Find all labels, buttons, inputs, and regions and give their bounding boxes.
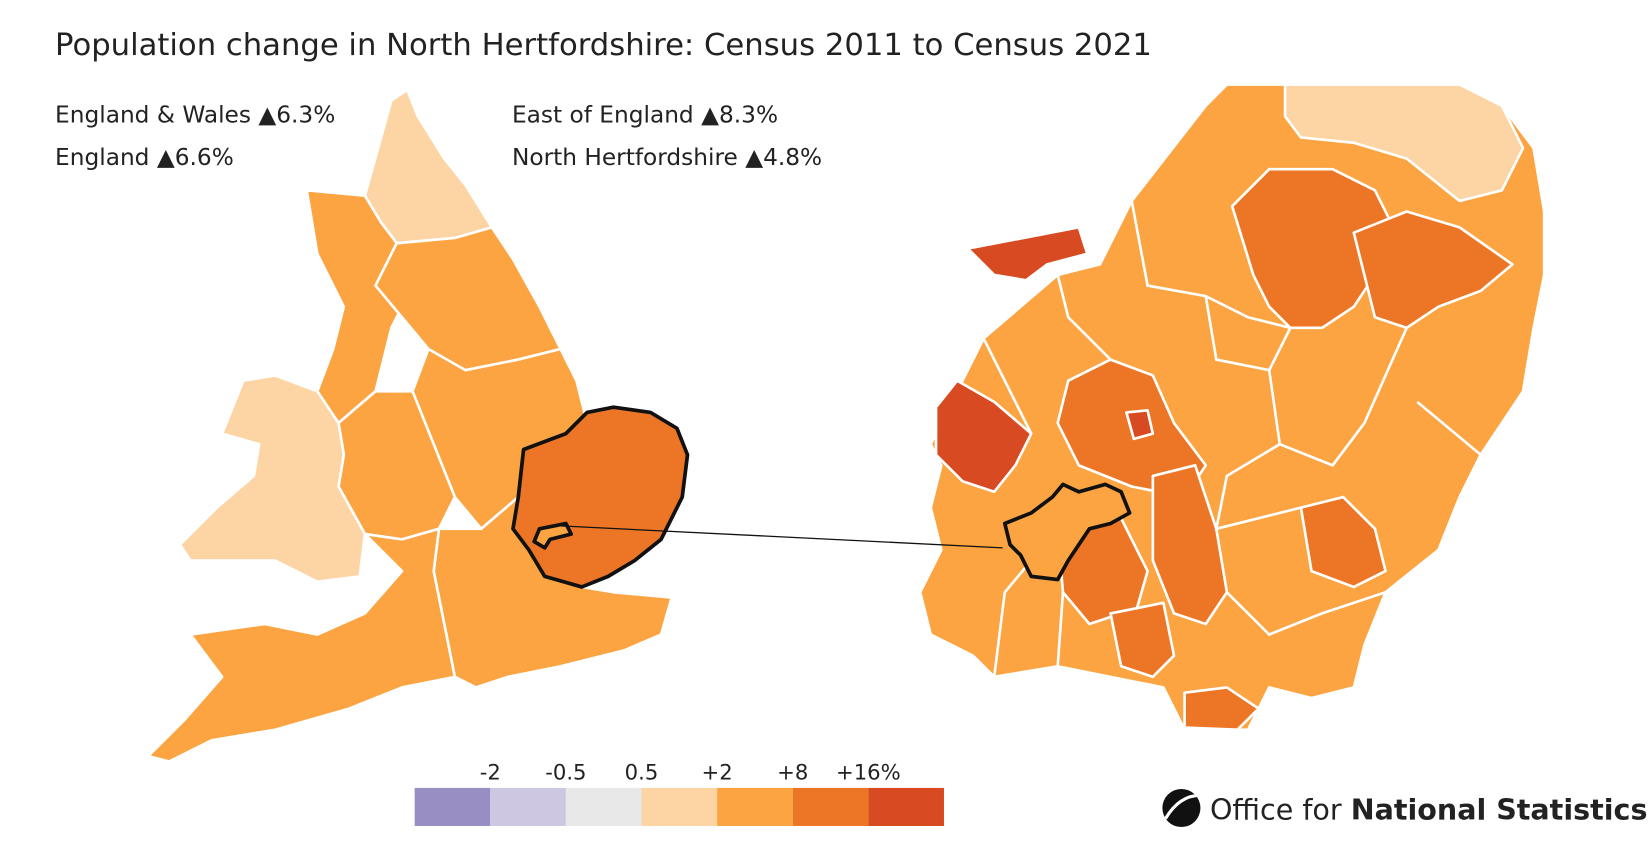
- region: [1151, 464, 1229, 626]
- logo-mark: [1162, 788, 1201, 828]
- legend-tick-label: +8: [777, 759, 808, 784]
- legend-swatch: [565, 787, 642, 826]
- legend-tick-label: -0.5: [545, 759, 586, 784]
- legend-swatch: [641, 787, 718, 826]
- legend-tick-label: -2: [480, 759, 501, 784]
- region: [178, 374, 367, 584]
- region: [374, 226, 562, 377]
- england-wales-map: [146, 88, 690, 763]
- logo-swoosh: [1164, 793, 1201, 820]
- region: [363, 88, 494, 245]
- north-hertfordshire: [1002, 482, 1132, 582]
- stat-area: East of England: [512, 102, 694, 129]
- region: [934, 379, 1033, 494]
- region: [1283, 83, 1525, 203]
- legend-swatch: [414, 787, 491, 826]
- legend-swatch: [792, 787, 869, 826]
- stat-area: England: [55, 144, 149, 171]
- logo-bold: National Statistics: [1351, 793, 1648, 827]
- region: [1109, 601, 1176, 679]
- region: [1125, 409, 1155, 441]
- region: [966, 226, 1089, 282]
- region: [1183, 686, 1260, 732]
- stat-change: ▲6.6%: [157, 144, 234, 171]
- legend-tick-label: +16%: [836, 759, 901, 784]
- legend-tick-label: 0.5: [625, 759, 659, 784]
- stat: England ▲6.6%: [55, 144, 234, 171]
- legend-swatch: [868, 787, 944, 826]
- stats: England & Wales ▲6.3% England ▲6.6% East…: [55, 102, 822, 171]
- region: [305, 189, 404, 425]
- stat: East of England ▲8.3%: [512, 102, 778, 129]
- legend-tick-label: +2: [702, 759, 733, 784]
- north-hertfordshire-small: [532, 521, 574, 550]
- stat-area: North Hertfordshire: [512, 144, 738, 171]
- ons-logo: Office for National Statistics: [1162, 788, 1647, 828]
- region: [1230, 167, 1398, 330]
- connector-line: [555, 524, 1003, 549]
- logo-light: Office for: [1210, 793, 1342, 827]
- east-of-england-map: [918, 83, 1546, 732]
- title: Population change in North Hertfordshire…: [55, 28, 1152, 63]
- stat-area: England & Wales: [55, 102, 251, 129]
- legend: -2 -0.5 0.5 +2 +8 +16%: [414, 759, 944, 826]
- east-of-england: [511, 405, 690, 589]
- region: [1299, 495, 1387, 589]
- stat-change: ▲8.3%: [701, 102, 778, 129]
- stat: North Hertfordshire ▲4.8%: [512, 144, 822, 171]
- stat: England & Wales ▲6.3%: [55, 102, 335, 129]
- legend-swatch: [717, 787, 793, 826]
- stat-change: ▲6.3%: [258, 102, 335, 129]
- region: [1352, 210, 1514, 330]
- stat-change: ▲4.8%: [745, 144, 822, 171]
- region: [146, 527, 457, 763]
- legend-swatch: [490, 787, 566, 826]
- logo-text: Office for National Statistics: [1210, 793, 1647, 827]
